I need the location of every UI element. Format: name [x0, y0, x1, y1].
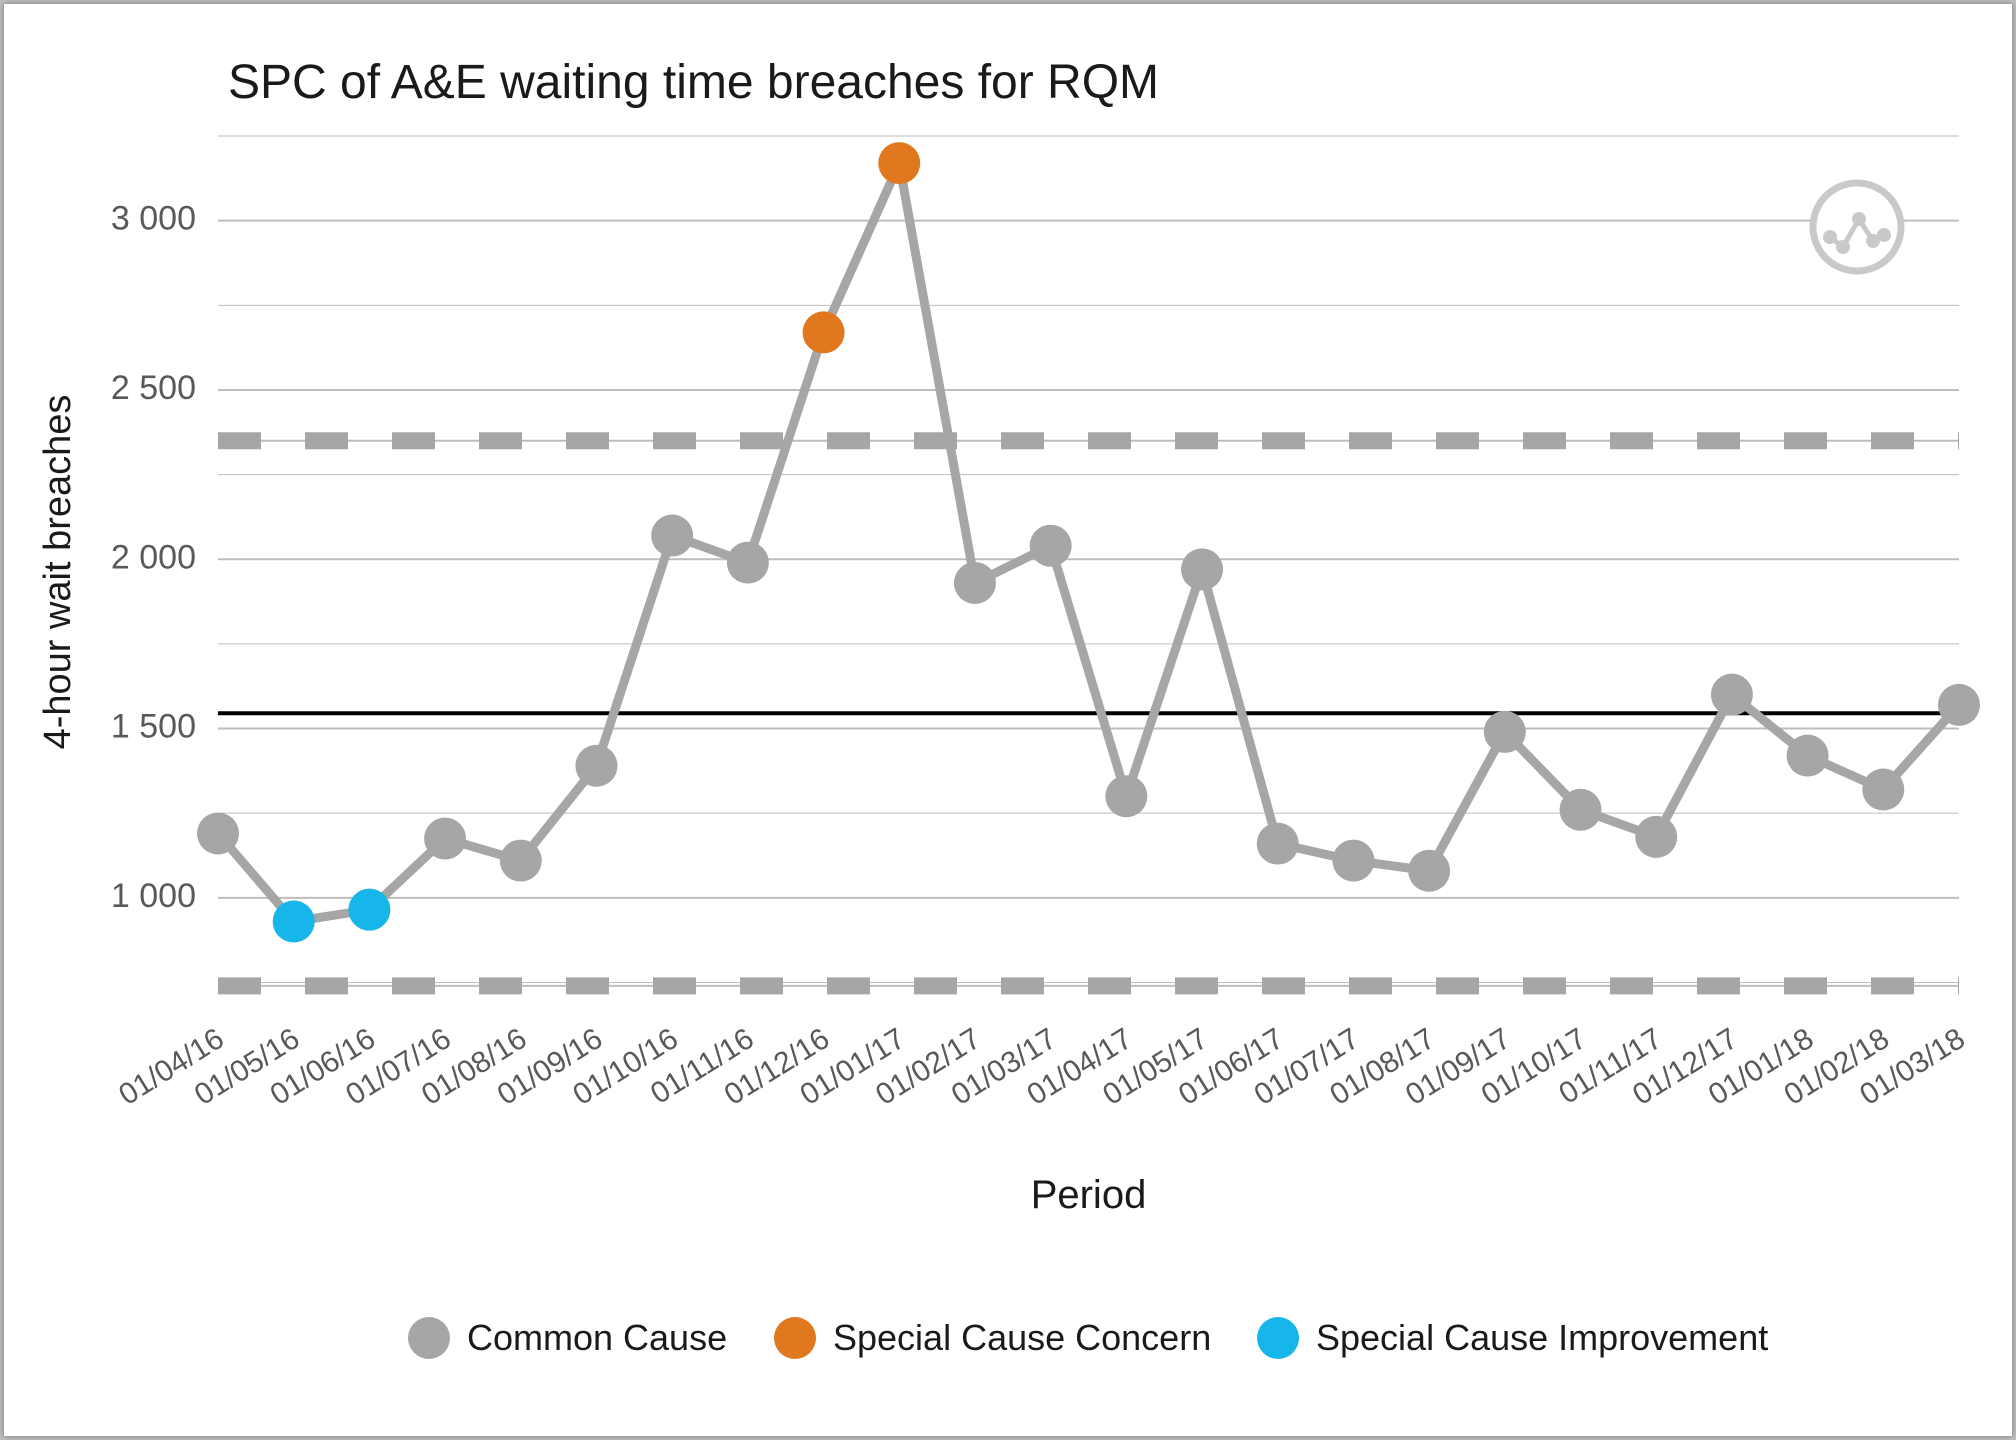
- svg-text:1 000: 1 000: [111, 877, 196, 915]
- svg-text:2 500: 2 500: [111, 369, 196, 407]
- svg-text:Period: Period: [1031, 1173, 1147, 1217]
- svg-text:Common Cause: Common Cause: [467, 1317, 727, 1358]
- svg-text:Special Cause Concern: Special Cause Concern: [833, 1317, 1211, 1358]
- svg-text:1 500: 1 500: [111, 708, 196, 746]
- svg-text:Special Cause Improvement: Special Cause Improvement: [1316, 1317, 1768, 1358]
- svg-text:SPC of A&E waiting time breach: SPC of A&E waiting time breaches for RQM: [228, 56, 1159, 109]
- svg-text:3 000: 3 000: [111, 200, 196, 238]
- svg-text:2 000: 2 000: [111, 538, 196, 576]
- svg-text:4-hour wait breaches: 4-hour wait breaches: [37, 395, 79, 750]
